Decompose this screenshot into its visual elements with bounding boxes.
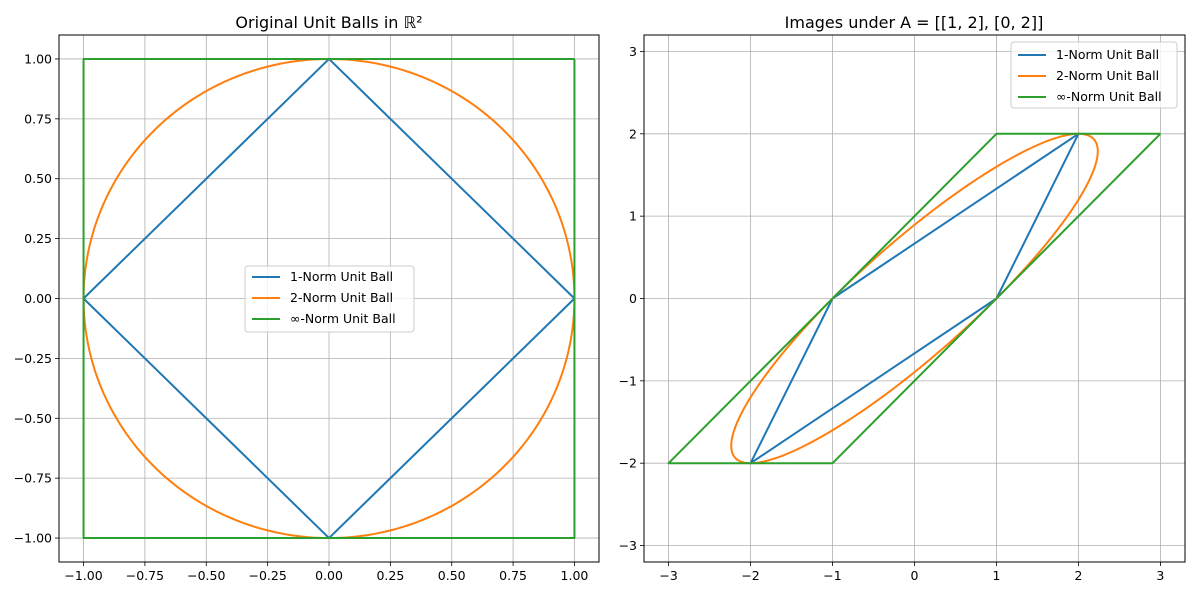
left-chart-series <box>82 57 576 540</box>
right-chart-legend: 1-Norm Unit Ball 2-Norm Unit Ball ∞-Norm… <box>1010 41 1178 109</box>
left-x-tick-label-8: 1.00 <box>561 568 589 583</box>
left-chart-title: Original Unit Balls in ℝ² <box>235 13 422 32</box>
left-chart-ticks: −1.00 −0.75 −0.50 −0.25 0.00 0.25 0.50 0.75 1.00… <box>14 51 589 583</box>
right-chart-series <box>667 132 1162 465</box>
right-y-tick-label-5: 2 <box>629 126 637 141</box>
left-x-tick-label-1: −0.75 <box>126 568 164 583</box>
left-series-inf-norm-unit-ball <box>82 57 576 540</box>
left-legend-label-two-norm: 2-Norm Unit Ball <box>290 290 393 305</box>
right-x-tick-label-1: −2 <box>741 568 759 583</box>
left-chart: Original Unit Balls in ℝ² −1.00 −0.75 −0.5… <box>14 13 600 583</box>
left-legend-box <box>244 265 415 333</box>
right-x-tick-label-2: −1 <box>823 568 841 583</box>
left-y-tick-label-3: −0.25 <box>14 351 52 366</box>
left-x-tick-label-7: 0.75 <box>499 568 527 583</box>
right-y-tick-label-3: 0 <box>629 291 637 306</box>
left-y-tick-label-1: −0.75 <box>14 471 52 486</box>
left-y-tick-label-8: 1.00 <box>24 51 52 66</box>
left-y-tick-label-5: 0.25 <box>24 231 52 246</box>
left-x-tick-label-4: 0.00 <box>315 568 343 583</box>
left-x-tick-label-6: 0.50 <box>438 568 466 583</box>
left-y-tick-label-2: −0.50 <box>14 411 52 426</box>
right-x-tick-label-5: 2 <box>1074 568 1082 583</box>
right-legend-label-one-norm: 1-Norm Unit Ball <box>1056 47 1159 62</box>
left-chart-legend: 1-Norm Unit Ball 2-Norm Unit Ball ∞-Norm… <box>244 265 415 333</box>
right-chart-ticks: −3 −2 −1 0 1 2 3 −3 −2 −1 0 1 2 3 <box>619 44 1165 583</box>
left-y-tick-label-0: −1.00 <box>14 531 52 546</box>
right-legend-label-two-norm: 2-Norm Unit Ball <box>1056 68 1159 83</box>
right-chart-title: Images under A = [[1, 2], [0, 2]] <box>785 13 1044 32</box>
left-y-tick-label-4: 0.00 <box>24 291 52 306</box>
left-y-tick-label-6: 0.50 <box>24 171 52 186</box>
left-x-tick-label-3: −0.25 <box>248 568 286 583</box>
left-x-tick-label-0: −1.00 <box>64 568 102 583</box>
left-x-tick-label-5: 0.25 <box>376 568 404 583</box>
left-y-tick-label-7: 0.75 <box>24 111 52 126</box>
right-legend-box <box>1010 41 1178 109</box>
right-y-tick-label-0: −3 <box>619 538 637 553</box>
right-series-inf-norm-unit-ball <box>667 132 1162 465</box>
right-x-tick-label-3: 0 <box>911 568 919 583</box>
right-x-tick-label-0: −3 <box>659 568 677 583</box>
left-legend-label-one-norm: 1-Norm Unit Ball <box>290 269 393 284</box>
right-legend-label-inf-norm: ∞-Norm Unit Ball <box>1056 89 1162 104</box>
left-legend-label-inf-norm: ∞-Norm Unit Ball <box>290 311 396 326</box>
right-chart: Images under A = [[1, 2], [0, 2]] −3 −2 −1… <box>619 13 1186 583</box>
right-x-tick-label-6: 3 <box>1156 568 1164 583</box>
right-x-tick-label-4: 1 <box>992 568 1000 583</box>
right-y-tick-label-4: 1 <box>629 209 637 224</box>
right-y-tick-label-2: −1 <box>619 373 637 388</box>
right-y-tick-label-6: 3 <box>629 44 637 59</box>
left-x-tick-label-2: −0.50 <box>187 568 225 583</box>
right-y-tick-label-1: −2 <box>619 456 637 471</box>
